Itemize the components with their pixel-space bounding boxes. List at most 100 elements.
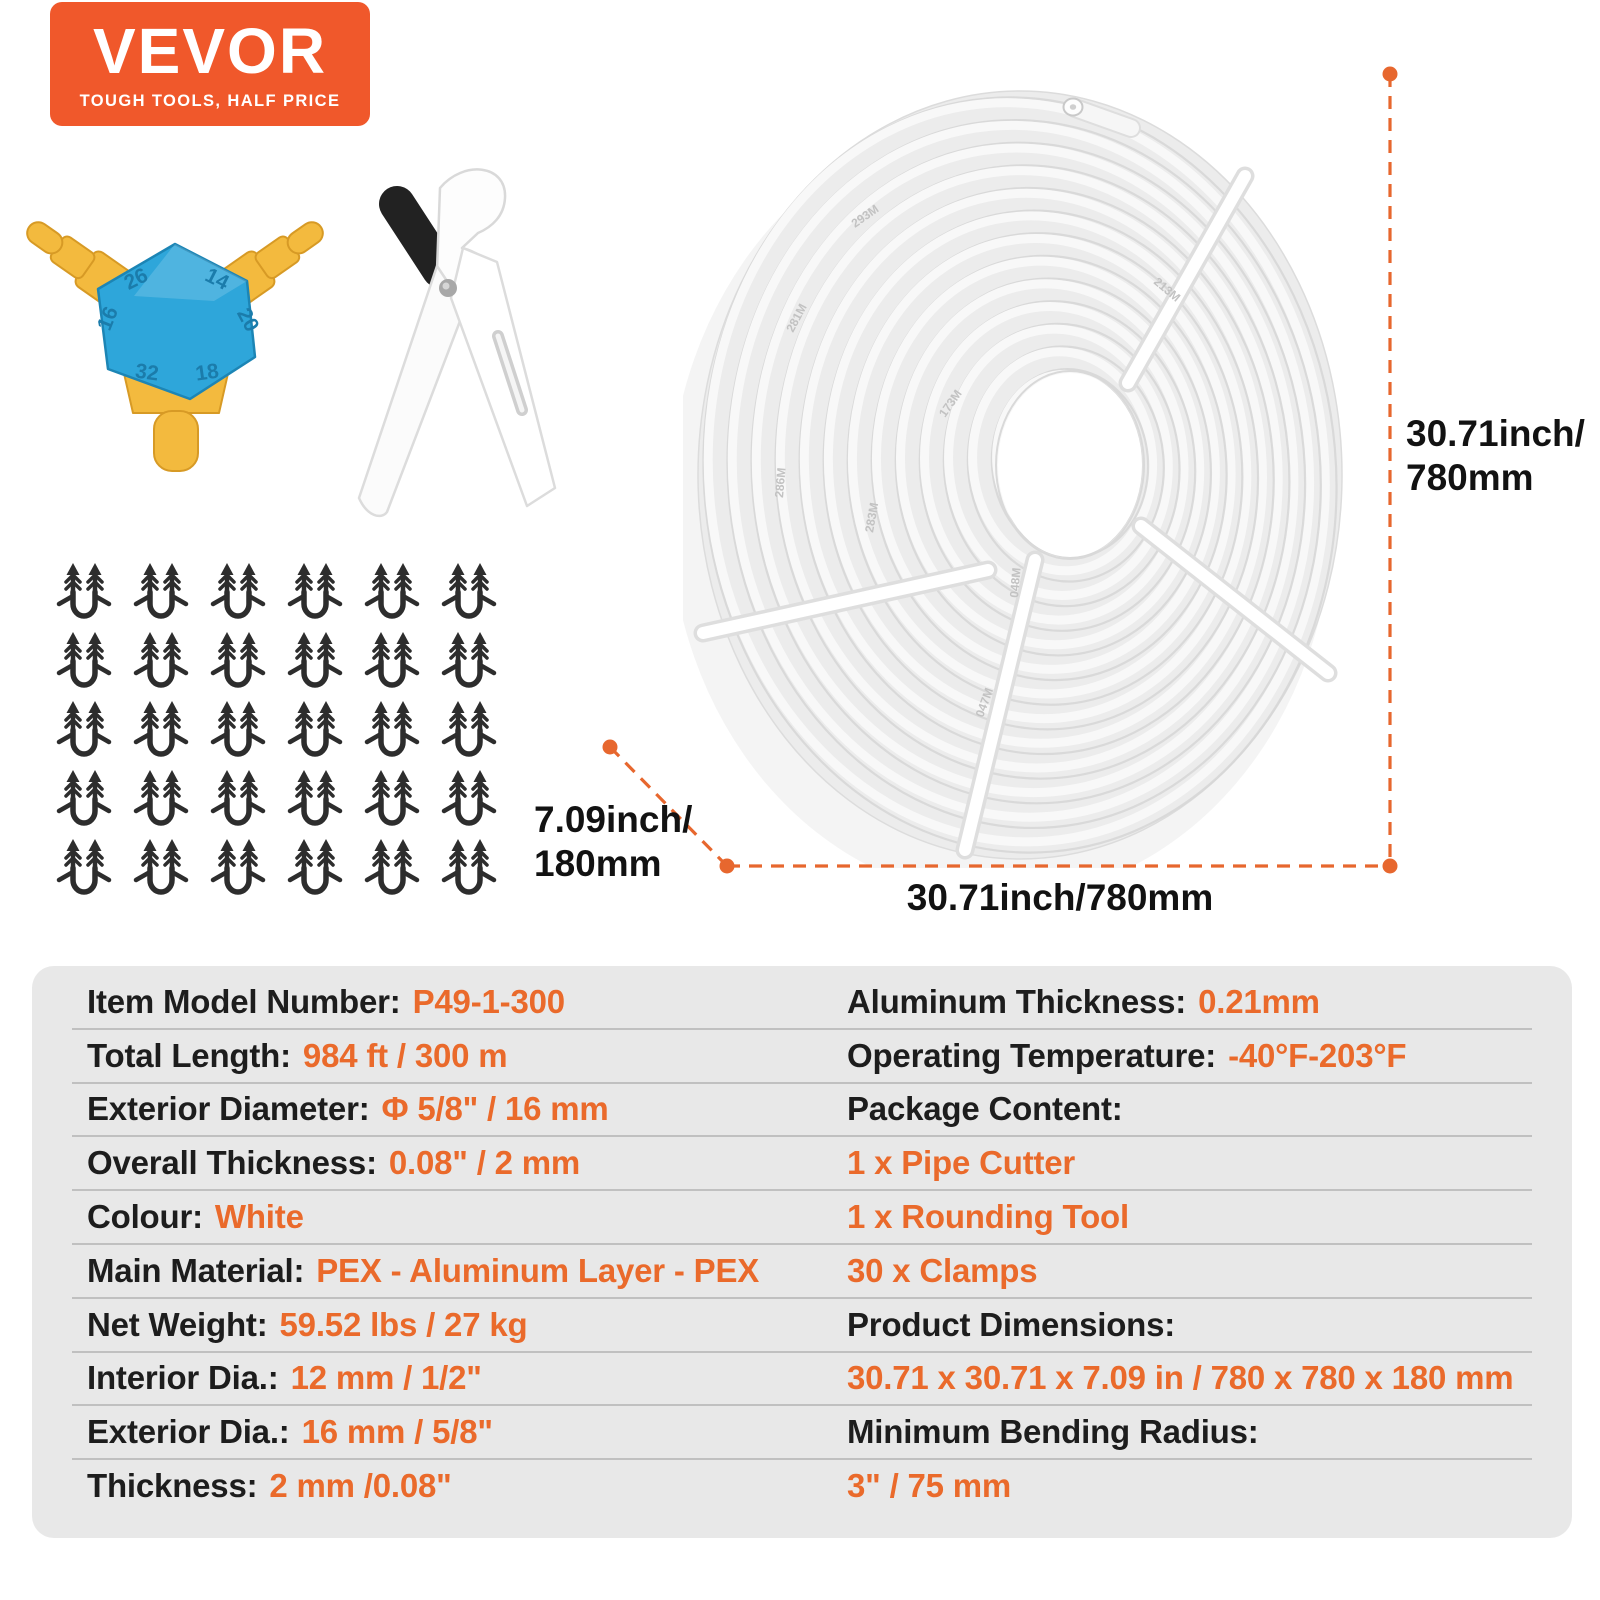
spec-value: PEX - Aluminum Layer - PEX [316, 1251, 760, 1289]
spec-cell: 1 x Rounding Tool [822, 1198, 1532, 1236]
spec-cell: Colour: White [72, 1198, 822, 1236]
clamp-icon [56, 632, 112, 688]
spec-label: Thickness: [87, 1467, 258, 1505]
coil-straps [693, 166, 1338, 860]
dimension-lines [602, 66, 1398, 874]
spec-value: P49-1-300 [412, 982, 566, 1020]
spec-cell: Minimum Bending Radius: [822, 1413, 1532, 1451]
clamp-icon [441, 632, 497, 688]
spec-label: Exterior Diameter: [87, 1090, 370, 1128]
clamp-icon [133, 563, 189, 619]
spec-row: Colour: White 1 x Rounding Tool [72, 1191, 1532, 1245]
spec-label: Net Weight: [87, 1305, 268, 1343]
clamp-icon [210, 839, 266, 895]
rounding-tool-icon: 26 14 16 20 32 18 [26, 221, 324, 472]
spec-value: -40°F-203°F [1228, 1036, 1407, 1074]
clamp-icon [441, 839, 497, 895]
spec-cell: Item Model Number: P49-1-300 [72, 983, 822, 1021]
coil-marking: 048M [1007, 567, 1024, 598]
spec-label: Total Length: [87, 1036, 291, 1074]
spec-cell: Total Length: 984 ft / 300 m [72, 1037, 822, 1075]
spec-label: Item Model Number: [87, 982, 401, 1020]
clamp-icon [210, 563, 266, 619]
pipe-end-tip [1062, 97, 1141, 138]
spec-value: 2 mm /0.08" [269, 1467, 452, 1505]
spec-label: Colour: [87, 1198, 203, 1236]
spec-cell: Operating Temperature: -40°F-203°F [822, 1037, 1532, 1075]
spec-value: 0.08" / 2 mm [388, 1144, 581, 1182]
clamp-icon [210, 770, 266, 826]
clamp-icon [287, 632, 343, 688]
spec-value: 30.71 x 30.71 x 7.09 in / 780 x 780 x 18… [847, 1359, 1514, 1397]
spec-row: Exterior Dia.: 16 mm / 5/8" Minimum Bendi… [72, 1406, 1532, 1461]
clamp-icon [441, 563, 497, 619]
clamp-icon [441, 770, 497, 826]
clamp-icon [133, 770, 189, 826]
coil-marking: 286M [772, 467, 789, 498]
spec-label: Overall Thickness: [87, 1144, 377, 1182]
clamp-icon [364, 701, 420, 757]
spec-value: 1 x Pipe Cutter [847, 1144, 1076, 1182]
spec-row: Overall Thickness: 0.08" / 2 mm 1 x Pipe … [72, 1137, 1532, 1192]
spec-value: 12 mm / 1/2" [290, 1359, 482, 1397]
spec-cell: Net Weight: 59.52 lbs / 27 kg [72, 1306, 822, 1344]
clamp-icon [133, 701, 189, 757]
spec-cell: Thickness: 2 mm /0.08" [72, 1467, 822, 1505]
spec-cell: Exterior Diameter: Φ 5/8" / 16 mm [72, 1090, 822, 1128]
spec-cell: 3" / 75 mm [822, 1467, 1532, 1505]
spec-label: Product Dimensions: [847, 1305, 1176, 1343]
spec-row: Exterior Diameter: Φ 5/8" / 16 mm Package… [72, 1084, 1532, 1138]
clamp-icon [56, 563, 112, 619]
spec-value: 1 x Rounding Tool [847, 1198, 1129, 1236]
spec-label: Minimum Bending Radius: [847, 1413, 1259, 1451]
pipe-cutter-icon [357, 168, 557, 518]
spec-label: Main Material: [87, 1251, 305, 1289]
clamp-icon [56, 770, 112, 826]
clamp-icon [133, 839, 189, 895]
clamps-grid [52, 562, 501, 907]
clamp-icon [287, 701, 343, 757]
clamp-icon [133, 632, 189, 688]
spec-label: Aluminum Thickness: [847, 982, 1187, 1020]
spec-cell: Main Material: PEX - Aluminum Layer - PEX [72, 1252, 822, 1290]
coil-marking: 283M [862, 502, 881, 534]
spec-value: 59.52 lbs / 27 kg [279, 1305, 528, 1343]
clamp-icon [56, 839, 112, 895]
spec-label: Exterior Dia.: [87, 1413, 290, 1451]
dimension-width-label: 30.71inch/780mm [906, 877, 1214, 918]
clamp-icon [287, 839, 343, 895]
spec-row: Main Material: PEX - Aluminum Layer - PEX… [72, 1245, 1532, 1299]
clamp-icon [210, 632, 266, 688]
spec-cell: Package Content: [822, 1090, 1532, 1128]
spec-label: Package Content: [847, 1090, 1123, 1128]
spec-row: Item Model Number: P49-1-300 Aluminum Thi… [72, 976, 1532, 1030]
spec-cell: 1 x Pipe Cutter [822, 1144, 1532, 1182]
clamp-icon [287, 563, 343, 619]
spec-cell: 30 x Clamps [822, 1252, 1532, 1290]
tool-size-18: 18 [194, 360, 221, 386]
spec-cell: Interior Dia.: 12 mm / 1/2" [72, 1359, 822, 1397]
brand-tagline: TOUGH TOOLS, HALF PRICE [79, 92, 341, 110]
clamp-icon [210, 701, 266, 757]
clamp-icon [364, 563, 420, 619]
spec-value: 30 x Clamps [847, 1251, 1038, 1289]
clamp-icon [441, 701, 497, 757]
spec-row: Net Weight: 59.52 lbs / 27 kg Product Dim… [72, 1299, 1532, 1353]
tool-size-32: 32 [134, 360, 160, 386]
clamp-icon [287, 770, 343, 826]
brand-logo: VEVOR TOUGH TOOLS, HALF PRICE [50, 2, 370, 126]
spec-row: Thickness: 2 mm /0.08" 3" / 75 mm [72, 1460, 1532, 1512]
spec-cell: Aluminum Thickness: 0.21mm [822, 983, 1532, 1021]
clamp-icon [364, 839, 420, 895]
spec-value: 3" / 75 mm [847, 1467, 1012, 1505]
spec-value: White [214, 1198, 304, 1236]
specs-table: Item Model Number: P49-1-300 Aluminum Thi… [32, 966, 1572, 1538]
brand-name: VEVOR [92, 15, 328, 87]
spec-value: 16 mm / 5/8" [301, 1413, 493, 1451]
clamp-icon [364, 632, 420, 688]
spec-cell: 30.71 x 30.71 x 7.09 in / 780 x 780 x 18… [822, 1359, 1532, 1397]
spec-label: Interior Dia.: [87, 1359, 279, 1397]
clamp-icon [364, 770, 420, 826]
